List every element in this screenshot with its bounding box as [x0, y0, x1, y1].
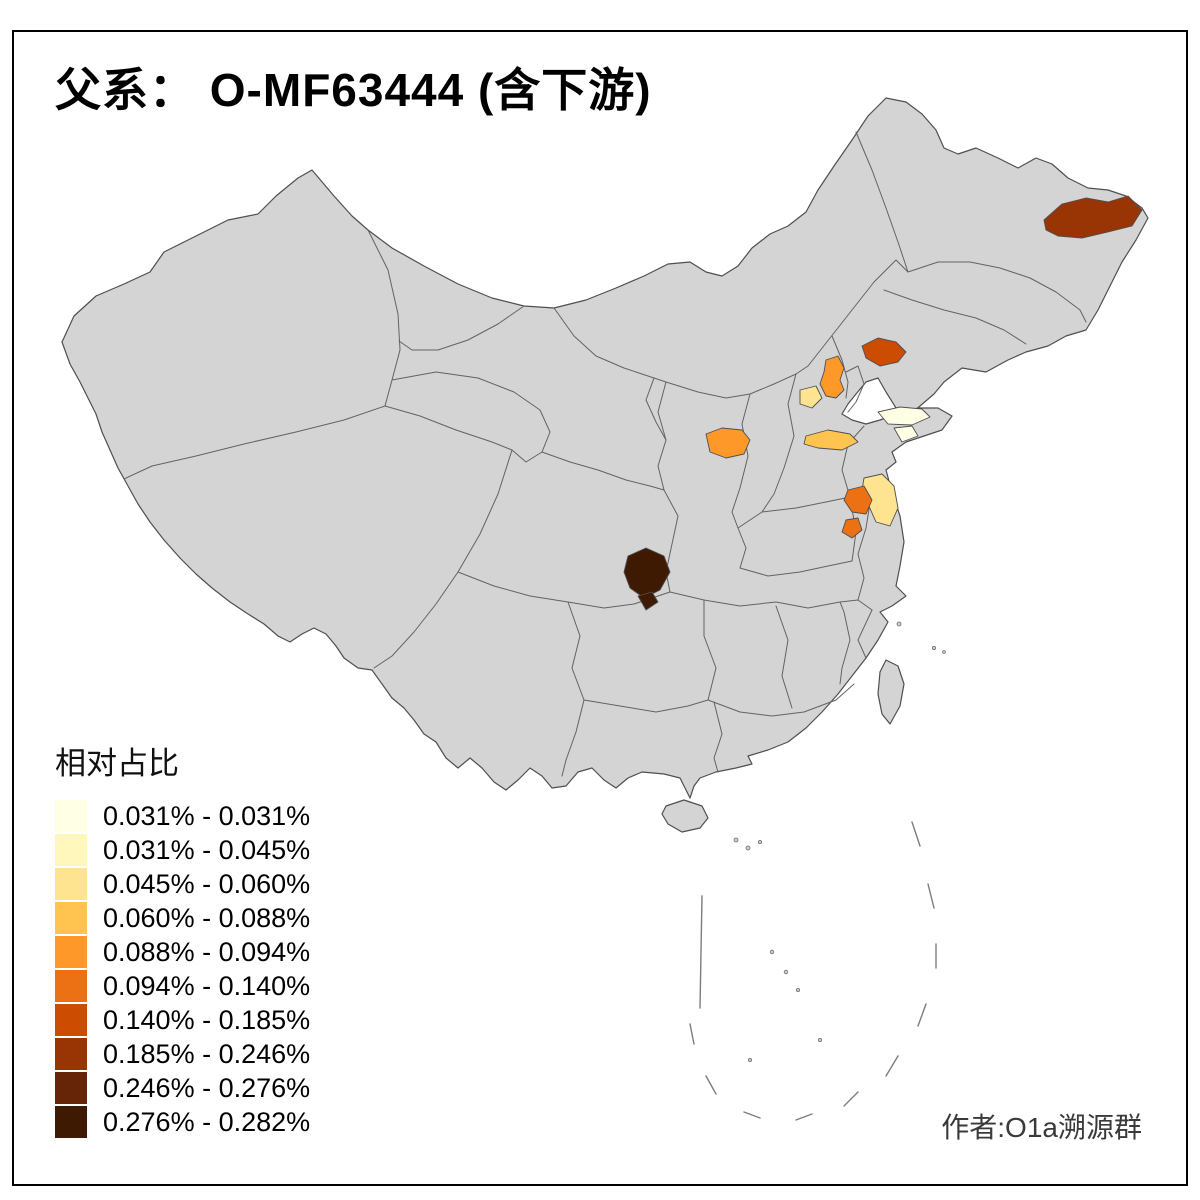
legend-swatch — [55, 1106, 87, 1138]
region-jiangsu-orange-small — [841, 517, 863, 539]
region-liaoning — [861, 337, 907, 367]
legend-label: 0.031% - 0.031% — [103, 800, 311, 831]
legend-item: 0.246% - 0.276% — [55, 1071, 310, 1105]
legend-label: 0.045% - 0.060% — [103, 868, 311, 899]
taiwan-island — [877, 659, 905, 725]
legend-label: 0.246% - 0.276% — [103, 1072, 311, 1103]
region-shanxi — [705, 427, 751, 459]
legend-item: 0.031% - 0.045% — [55, 833, 310, 867]
legend-item: 0.094% - 0.140% — [55, 969, 310, 1003]
region-hebei-south — [803, 429, 859, 451]
islands — [661, 621, 946, 833]
legend: 相对占比 0.031% - 0.031% 0.031% - 0.045% 0.0… — [55, 738, 310, 1139]
legend-swatch — [55, 970, 87, 1002]
legend-label: 0.185% - 0.246% — [103, 1038, 311, 1069]
region-shandong-a — [877, 406, 931, 426]
legend-swatch — [55, 1004, 87, 1036]
credit: 作者:O1a溯源群 — [941, 1112, 1142, 1143]
plot-frame — [12, 30, 1188, 1186]
highlighted-regions — [623, 195, 1143, 611]
legend-label: 0.140% - 0.185% — [103, 1004, 311, 1035]
legend-label: 0.088% - 0.094% — [103, 936, 311, 967]
legend-swatch — [55, 868, 87, 900]
legend-swatch — [55, 902, 87, 934]
province-borders — [123, 131, 1087, 777]
region-jiangsu-orange — [843, 485, 873, 515]
legend-title: 相对占比 — [55, 746, 179, 781]
nine-dash-line — [689, 821, 937, 1121]
legend-item: 0.045% - 0.060% — [55, 867, 310, 901]
legend-label: 0.031% - 0.045% — [103, 834, 311, 865]
region-shandong-b — [893, 425, 919, 443]
legend-swatch — [55, 800, 87, 832]
china-outline — [61, 97, 1149, 799]
diaoyu-islet-b — [942, 650, 946, 654]
hainan-island — [661, 799, 709, 833]
legend-label: 0.060% - 0.088% — [103, 902, 311, 933]
south-china-sea-marks — [689, 821, 937, 1121]
legend-item: 0.140% - 0.185% — [55, 1003, 310, 1037]
legend-swatch — [55, 834, 87, 866]
legend-swatch — [55, 936, 87, 968]
china-mainland — [61, 97, 1149, 799]
legend-item: 0.088% - 0.094% — [55, 935, 310, 969]
region-chongqing-small — [637, 591, 659, 611]
legend-item: 0.185% - 0.246% — [55, 1037, 310, 1071]
region-hebei-west — [799, 385, 823, 409]
region-chongqing — [623, 547, 671, 599]
meridian-line — [699, 895, 703, 1009]
legend-swatch — [55, 1038, 87, 1070]
legend-swatch — [55, 1072, 87, 1104]
diaoyu-islet-a — [932, 646, 937, 651]
page-title: 父系： O-MF63444 (含下游) — [55, 64, 652, 116]
legend-label: 0.276% - 0.282% — [103, 1106, 311, 1137]
coastal-islet — [896, 621, 902, 627]
region-northeast — [1043, 195, 1143, 239]
legend-item: 0.276% - 0.282% — [55, 1105, 310, 1139]
legend-item: 0.031% - 0.031% — [55, 799, 310, 833]
legend-label: 0.094% - 0.140% — [103, 970, 311, 1001]
region-beijing — [819, 355, 845, 399]
legend-item: 0.060% - 0.088% — [55, 901, 310, 935]
